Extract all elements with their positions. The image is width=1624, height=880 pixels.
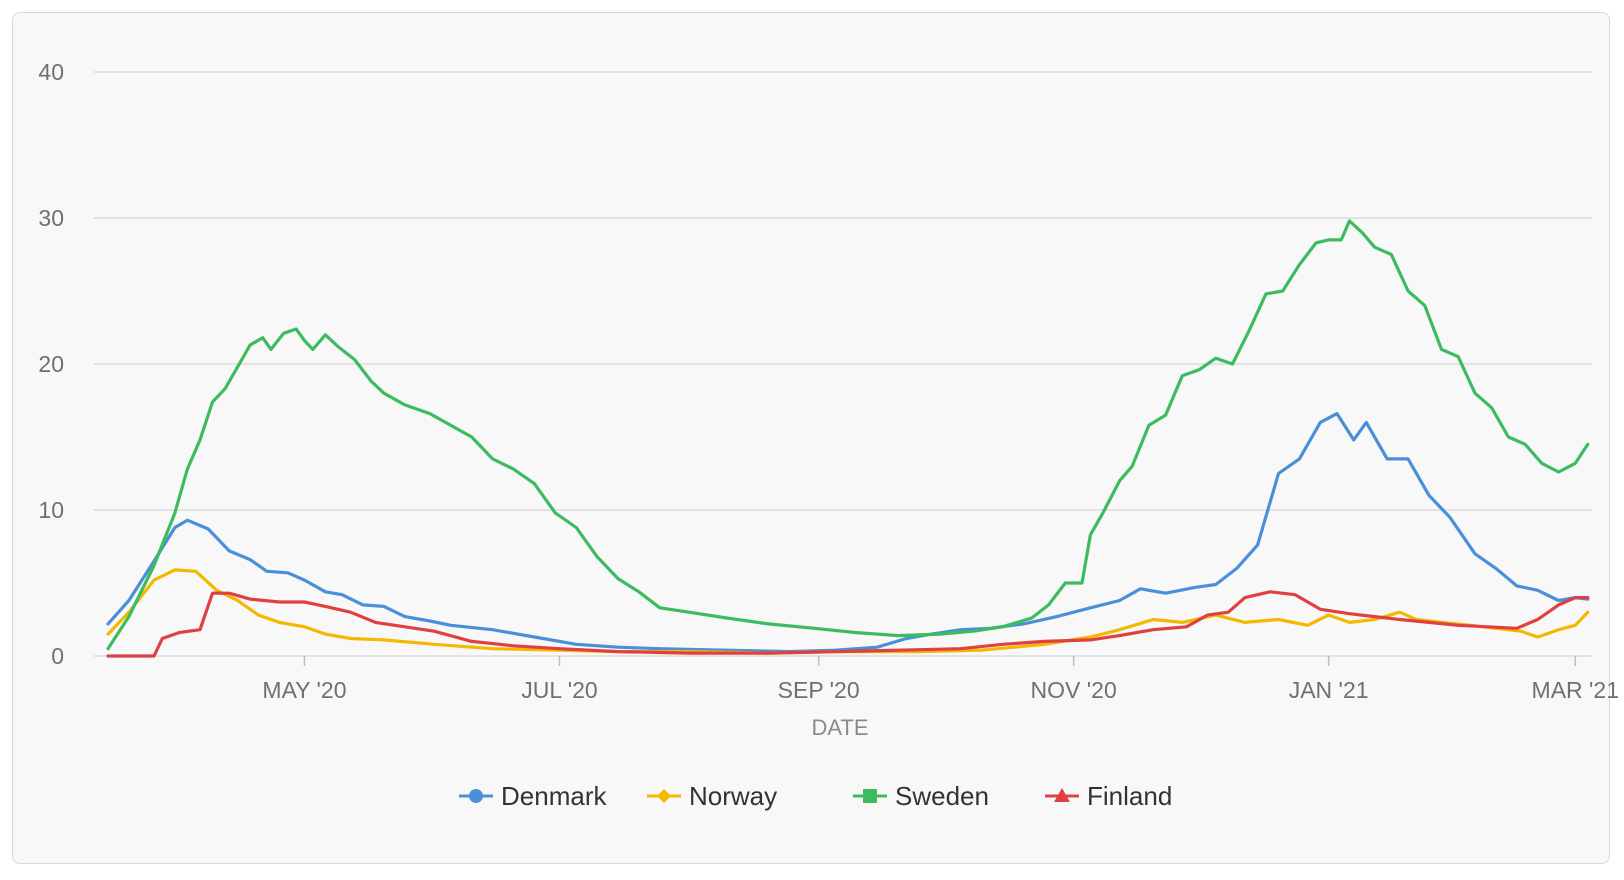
x-tick-label: MAY '20 — [262, 677, 346, 703]
y-tick-label: 40 — [38, 59, 64, 85]
x-axis-title: DATE — [811, 715, 868, 740]
legend-item-sweden[interactable]: Sweden — [853, 781, 989, 811]
x-axis: MAY '20 JUL '20 SEP '20 NOV '20 JAN '21 MAR '… — [262, 656, 1619, 703]
x-tick-label: JAN '21 — [1289, 677, 1369, 703]
legend-item-finland[interactable]: Finland — [1045, 781, 1172, 811]
series-line-norway[interactable] — [106, 568, 1590, 655]
y-tick-label: 0 — [51, 643, 64, 669]
legend-label: Denmark — [501, 781, 607, 811]
series-line-finland[interactable] — [106, 590, 1590, 658]
y-tick-label: 30 — [38, 205, 64, 231]
x-tick-label: NOV '20 — [1031, 677, 1117, 703]
x-tick-label: MAR '21 — [1532, 677, 1619, 703]
legend-item-norway[interactable]: Norway — [647, 781, 777, 811]
legend: Denmark Norway Sweden Finland — [459, 781, 1172, 811]
series-lines — [106, 219, 1590, 658]
legend-item-denmark[interactable]: Denmark — [459, 781, 607, 811]
legend-square-marker-icon — [863, 789, 877, 803]
series-line-denmark[interactable] — [106, 412, 1590, 654]
chart-card — [12, 12, 1610, 864]
y-tick-label: 20 — [38, 351, 64, 377]
legend-label: Sweden — [895, 781, 989, 811]
series-line-sweden[interactable] — [106, 219, 1590, 651]
legend-label: Finland — [1087, 781, 1172, 811]
x-tick-label: SEP '20 — [778, 677, 860, 703]
x-tick-label: JUL '20 — [521, 677, 597, 703]
y-tick-label: 10 — [38, 497, 64, 523]
legend-label: Norway — [689, 781, 777, 811]
legend-circle-marker-icon — [469, 789, 483, 803]
legend-diamond-marker-icon — [657, 789, 671, 803]
legend-triangle-marker-icon — [1054, 788, 1070, 802]
gridlines: 0 10 20 30 40 — [38, 59, 1592, 669]
